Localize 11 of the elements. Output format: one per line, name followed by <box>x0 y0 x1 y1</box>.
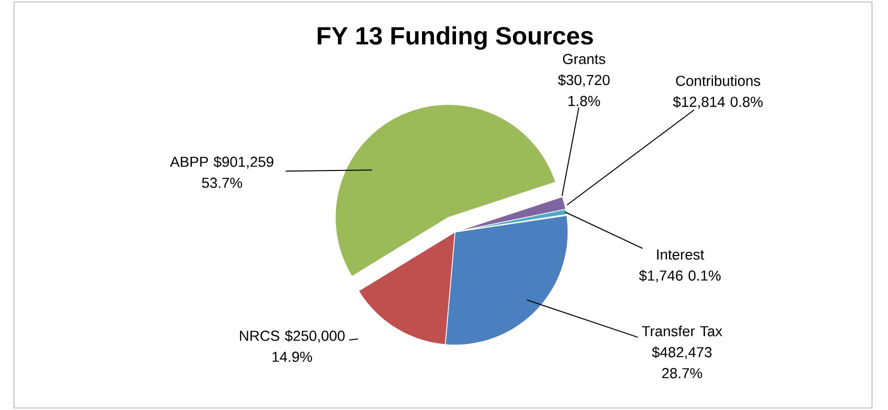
slice-label: NRCS <box>240 330 280 341</box>
slice-label: Contributions <box>676 75 760 86</box>
slice-label: ABPP <box>170 156 208 167</box>
data-label: $30,720 1.8% <box>558 74 610 106</box>
slice-label: Interest <box>657 250 704 260</box>
data-label: $482,473 28.7% <box>652 346 712 378</box>
data-label: $12,814 0.8% <box>673 96 763 109</box>
slice-label: Transfer Tax <box>642 326 722 336</box>
data-label: $1,746 0.1% <box>639 270 721 282</box>
chart-title: FY 13 Funding Sources <box>318 26 593 50</box>
slice-label: Grants <box>562 54 606 64</box>
